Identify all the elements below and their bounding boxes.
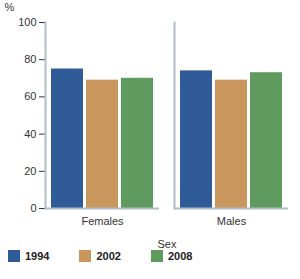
html-text:2008: 2008	[168, 250, 193, 262]
svg-text:80: 80	[24, 53, 36, 65]
svg-text:Females: Females	[81, 215, 124, 227]
svg-text:Males: Males	[217, 215, 247, 227]
html-text:1994: 1994	[25, 250, 50, 262]
svg-text:0: 0	[30, 202, 36, 214]
svg-text:40: 40	[24, 128, 36, 140]
svg-text:%: %	[5, 1, 15, 13]
svg-text:20: 20	[24, 165, 36, 177]
svg-text:60: 60	[24, 90, 36, 102]
svg-text:Sex: Sex	[158, 238, 177, 250]
html-text:2002: 2002	[96, 250, 121, 262]
svg-text:100: 100	[18, 16, 36, 28]
